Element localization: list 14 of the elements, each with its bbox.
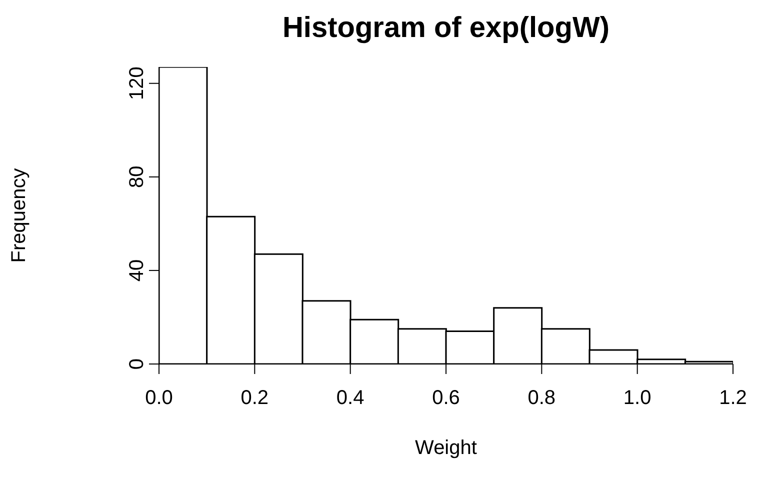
y-tick-label: 80 bbox=[126, 166, 148, 188]
x-tick-label: 0.2 bbox=[240, 387, 269, 410]
x-tick-label: 1.2 bbox=[719, 387, 747, 410]
x-tick-label: 0.8 bbox=[528, 387, 556, 410]
x-tick-label: 1.0 bbox=[623, 387, 652, 410]
x-tick-label: 0.6 bbox=[432, 387, 460, 410]
y-tick-label: 40 bbox=[126, 259, 148, 282]
y-tick-label: 0 bbox=[126, 358, 148, 370]
x-tick-label: 0.4 bbox=[336, 387, 364, 410]
x-tick-label: 0.0 bbox=[145, 387, 173, 410]
chart-title: Histogram of exp(logW) bbox=[281, 12, 611, 45]
y-axis-title: Frequency bbox=[8, 168, 30, 263]
x-axis-title: Weight bbox=[415, 437, 478, 459]
y-tick-label: 120 bbox=[126, 66, 148, 100]
